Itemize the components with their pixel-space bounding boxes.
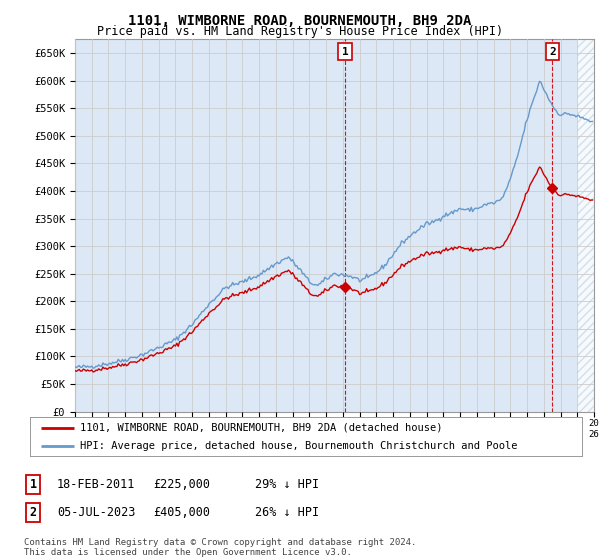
Text: 29% ↓ HPI: 29% ↓ HPI — [255, 478, 319, 491]
Text: Contains HM Land Registry data © Crown copyright and database right 2024.
This d: Contains HM Land Registry data © Crown c… — [24, 538, 416, 557]
Text: £225,000: £225,000 — [153, 478, 210, 491]
Text: 2: 2 — [29, 506, 37, 519]
Text: £405,000: £405,000 — [153, 506, 210, 519]
Text: 2: 2 — [549, 46, 556, 57]
Text: 1101, WIMBORNE ROAD, BOURNEMOUTH, BH9 2DA (detached house): 1101, WIMBORNE ROAD, BOURNEMOUTH, BH9 2D… — [80, 423, 442, 433]
Text: Price paid vs. HM Land Registry's House Price Index (HPI): Price paid vs. HM Land Registry's House … — [97, 25, 503, 38]
Text: 1: 1 — [341, 46, 348, 57]
Text: HPI: Average price, detached house, Bournemouth Christchurch and Poole: HPI: Average price, detached house, Bour… — [80, 441, 517, 451]
Text: 1: 1 — [29, 478, 37, 491]
Text: 18-FEB-2011: 18-FEB-2011 — [57, 478, 136, 491]
Text: 05-JUL-2023: 05-JUL-2023 — [57, 506, 136, 519]
Text: 26% ↓ HPI: 26% ↓ HPI — [255, 506, 319, 519]
Text: 1101, WIMBORNE ROAD, BOURNEMOUTH, BH9 2DA: 1101, WIMBORNE ROAD, BOURNEMOUTH, BH9 2D… — [128, 14, 472, 28]
